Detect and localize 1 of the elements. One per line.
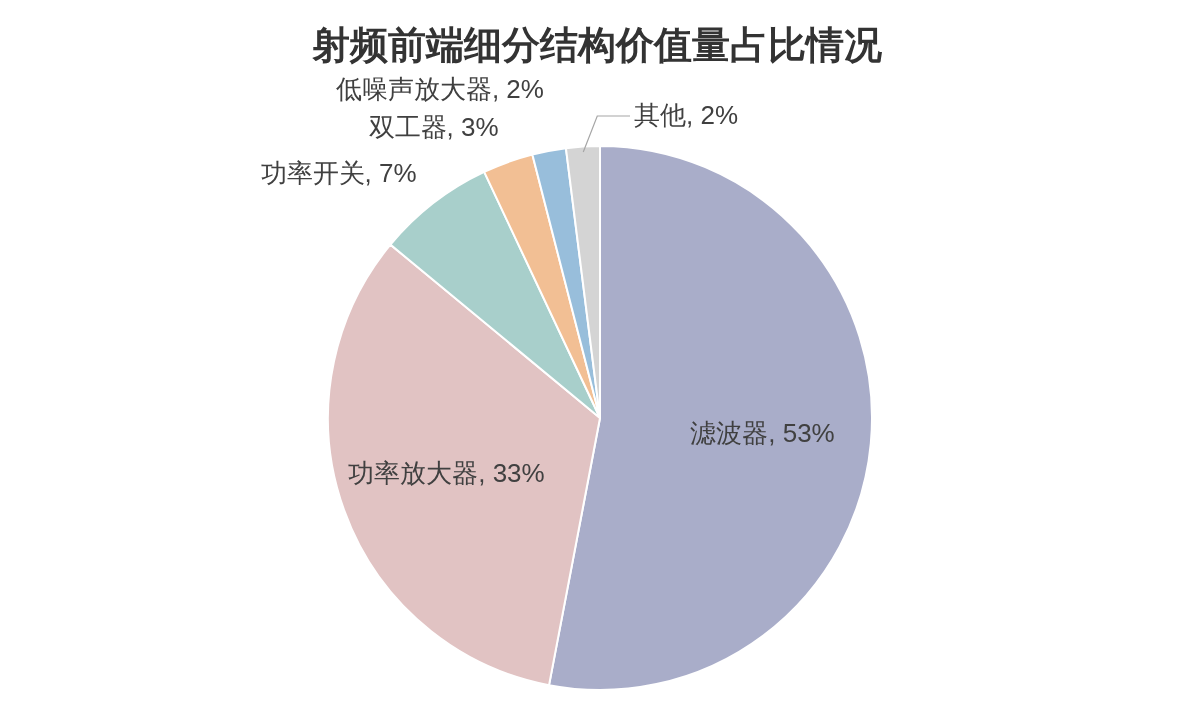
title: 射频前端细分结构价值量占比情况 [311,22,882,67]
